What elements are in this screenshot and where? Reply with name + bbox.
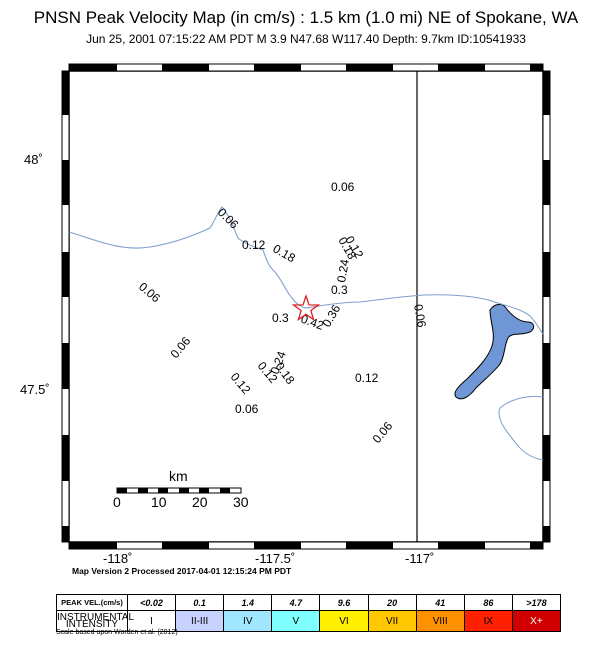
lat-label-48: 48˚	[24, 152, 43, 167]
legend-velocity: 4.7	[271, 594, 321, 611]
scale-tick-label: 10	[151, 494, 167, 510]
map-border-top	[68, 63, 544, 72]
contour-label: 0.06	[411, 303, 429, 329]
legend-velocity: 9.6	[319, 594, 369, 611]
contour-label: 0.12	[355, 371, 379, 385]
event-details: Jun 25, 2001 07:15:22 AM PDT M 3.9 N47.6…	[86, 32, 526, 46]
legend-intensity-cell: X+	[511, 610, 562, 632]
legend-velocity: 41	[415, 594, 465, 611]
legend-intensity-cell: I	[126, 610, 177, 632]
legend-intensity-cell: IV	[223, 610, 273, 632]
intensity-legend: PEAK VEL.(cm/s) <0.02 0.1 1.4 4.7 9.6 20…	[56, 594, 562, 632]
stream-ne	[491, 300, 544, 335]
legend-velocity: >178	[511, 594, 562, 611]
lon-label-117: -117˚	[405, 551, 434, 566]
scale-tick-label: 30	[233, 494, 249, 510]
legend-intensity-header: INSTRUMENTAL INTENSITY	[56, 610, 135, 632]
scale-note: Scale based upon Worden et al. (2012)	[56, 629, 178, 636]
legend-intensity-cell: VII	[367, 610, 417, 632]
contour-label: 0.06	[331, 180, 355, 194]
scale-tick-label: 0	[113, 494, 121, 510]
map-border-bottom	[68, 541, 544, 550]
legend-velocity: 1.4	[223, 594, 273, 611]
lat-label-47-5: 47.5˚	[20, 382, 50, 397]
legend-intensity-cell: V	[271, 610, 321, 632]
map-title: PNSN Peak Velocity Map (in cm/s) : 1.5 k…	[33, 8, 579, 27]
lon-label-117-5: -117.5˚	[255, 551, 295, 566]
epicenter-star-icon	[291, 293, 321, 322]
map-version-note: Map Version 2 Processed 2017-04-01 12:15…	[72, 566, 292, 576]
contour-label: 0.06	[235, 402, 259, 416]
map-border-left	[61, 70, 70, 543]
legend-velocity: <0.02	[126, 594, 177, 611]
legend-intensity-cell: VI	[319, 610, 369, 632]
lake	[454, 303, 535, 400]
legend-intensity-cell: IX	[463, 610, 513, 632]
contour-label: 0.3	[331, 283, 348, 297]
legend-velocity: 0.1	[175, 594, 225, 611]
legend-velocity-header: PEAK VEL.(cm/s)	[56, 594, 128, 611]
scale-bar: km 0 10 20 30	[113, 468, 249, 510]
lon-label-118: -118˚	[103, 551, 132, 566]
spokane-river	[68, 206, 493, 309]
contour-label: 0.3	[272, 311, 289, 325]
stream-east	[498, 395, 544, 461]
contour-label: 0.24	[334, 258, 352, 284]
legend-intensity-cell: II-III	[175, 610, 225, 632]
map-border-right	[542, 70, 551, 543]
legend-velocity: 86	[463, 594, 513, 611]
scale-bar-unit: km	[169, 468, 188, 484]
scale-tick-label: 20	[192, 494, 208, 510]
legend-velocity: 20	[367, 594, 417, 611]
contour-label: 0.12	[242, 238, 266, 252]
map-frame	[68, 70, 544, 543]
legend-intensity-cell: VIII	[415, 610, 465, 632]
